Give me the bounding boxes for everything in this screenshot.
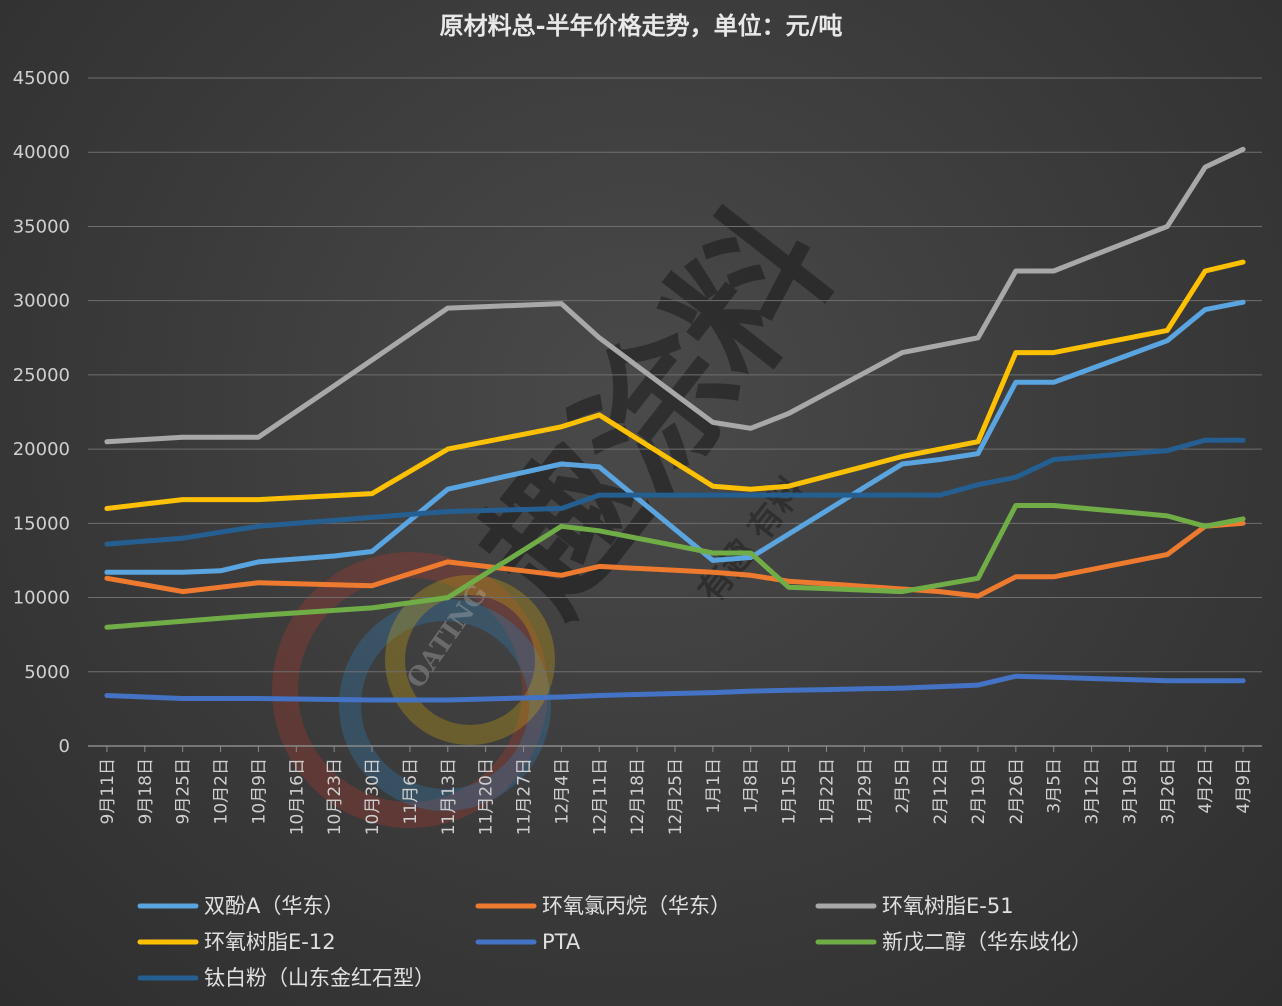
x-tick-label: 1月22日 xyxy=(817,758,837,824)
x-tick-label: 1月8日 xyxy=(742,758,762,814)
y-tick-label-40000: 40000 xyxy=(13,142,70,163)
x-tick-label: 3月12日 xyxy=(1083,758,1103,824)
y-tick-label-25000: 25000 xyxy=(13,365,70,386)
x-tick-label: 9月25日 xyxy=(174,758,194,824)
x-tick-label: 3月26日 xyxy=(1158,758,1178,824)
y-tick-label-45000: 45000 xyxy=(13,68,70,89)
x-tick-label: 2月5日 xyxy=(893,758,913,814)
legend-label-4: PTA xyxy=(542,930,581,954)
x-tick-label: 4月9日 xyxy=(1234,758,1254,814)
x-tick-label: 1月1日 xyxy=(704,758,724,814)
series-line-4 xyxy=(104,673,1246,703)
y-tick-label-5000: 5000 xyxy=(24,662,70,683)
legend-label-0: 双酚A（华东） xyxy=(204,894,344,918)
series-line-6 xyxy=(104,437,1246,547)
x-tick-label: 10月23日 xyxy=(325,758,345,835)
x-tick-label: 1月29日 xyxy=(855,758,875,824)
x-tick-label: 2月12日 xyxy=(931,758,951,824)
chart-title: 原材料总-半年价格走势，单位：元/吨 xyxy=(439,11,843,40)
y-tick-label-35000: 35000 xyxy=(13,216,70,237)
x-tick-label: 11月27日 xyxy=(515,758,535,835)
x-tick-label: 11月6日 xyxy=(401,758,421,824)
legend-label-5: 新戊二醇（华东歧化） xyxy=(882,930,1092,954)
x-tick-label: 12月11日 xyxy=(590,758,610,835)
y-tick-label-20000: 20000 xyxy=(13,439,70,460)
legend-label-2: 环氧树脂E-51 xyxy=(882,894,1014,918)
y-tick-label-0: 0 xyxy=(59,736,70,757)
legend-label-1: 环氧氯丙烷（华东） xyxy=(542,894,731,918)
y-tick-label-10000: 10000 xyxy=(13,588,70,609)
legend-label-6: 钛白粉（山东金红石型） xyxy=(204,966,435,990)
x-tick-label: 3月5日 xyxy=(1045,758,1065,814)
series-line-3 xyxy=(104,259,1246,511)
x-tick-label: 10月2日 xyxy=(212,758,232,824)
series-line-2 xyxy=(104,146,1246,445)
watermark-ring-blue xyxy=(339,599,551,811)
x-tick-label: 11月13日 xyxy=(439,758,459,835)
x-tick-label: 2月26日 xyxy=(1007,758,1027,824)
x-tick-label: 9月18日 xyxy=(136,758,156,824)
x-tick-label: 1月15日 xyxy=(780,758,800,824)
x-tick-label: 12月4日 xyxy=(552,758,572,824)
watermark-ring-red xyxy=(272,552,548,828)
x-tick-label: 4月2日 xyxy=(1196,758,1216,814)
x-tick-label: 11月20日 xyxy=(477,758,497,835)
x-tick-label: 12月18日 xyxy=(628,758,648,835)
legend-label-3: 环氧树脂E-12 xyxy=(204,930,336,954)
watermark-main-text: 趣涂料 xyxy=(450,179,866,642)
x-tick-label: 2月19日 xyxy=(969,758,989,824)
x-tick-label: 10月16日 xyxy=(287,758,307,835)
series-line-0 xyxy=(104,299,1246,575)
series-line-5 xyxy=(104,503,1246,630)
x-tick-label: 12月25日 xyxy=(666,758,686,835)
x-tick-label: 10月30日 xyxy=(363,758,383,835)
x-tick-label: 3月19日 xyxy=(1120,758,1140,824)
x-tick-label: 10月9日 xyxy=(249,758,269,824)
x-tick-label: 9月11日 xyxy=(98,758,118,824)
y-tick-label-15000: 15000 xyxy=(13,513,70,534)
series-line-1 xyxy=(104,520,1246,599)
y-tick-label-30000: 30000 xyxy=(13,291,70,312)
